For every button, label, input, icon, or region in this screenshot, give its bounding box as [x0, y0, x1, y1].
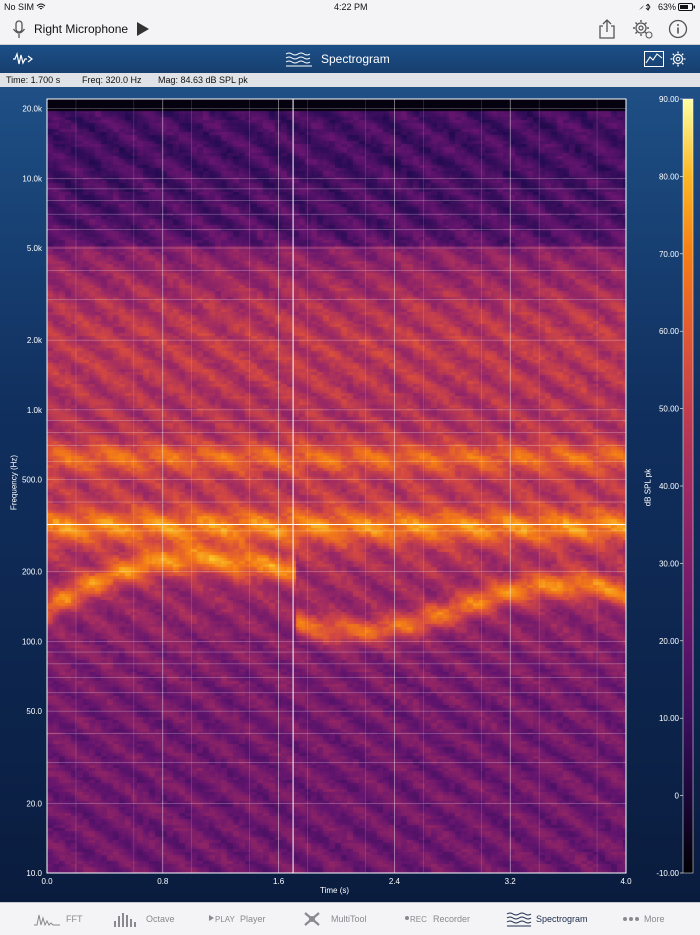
tab-recorder[interactable]: REC Recorder	[404, 903, 484, 935]
y-tick-label: 2.0k	[27, 336, 43, 345]
tab-octave[interactable]: Octave	[114, 903, 184, 935]
colorbar-tick-label: 50.00	[659, 405, 680, 414]
chart-options-icon[interactable]	[644, 51, 664, 67]
battery-percent: 63%	[658, 2, 677, 12]
svg-text:REC: REC	[410, 915, 427, 924]
y-tick-label: 20.0k	[22, 105, 43, 114]
x-tick-label: 3.2	[505, 877, 517, 886]
colorbar-title: dB SPL pk	[643, 468, 653, 507]
x-tick-label: 4.0	[620, 877, 632, 886]
y-tick-label: 500.0	[22, 476, 43, 485]
more-icon	[623, 917, 639, 921]
status-icons	[639, 3, 651, 11]
view-header: Spectrogram	[0, 45, 700, 73]
octave-icon	[114, 913, 136, 927]
tab-more[interactable]: More	[622, 903, 682, 935]
settings-gear-icon[interactable]	[632, 19, 654, 39]
cursor-readout: Time: 1.700 s Freq: 320.0 Hz Mag: 84.63 …	[0, 73, 700, 87]
spectrogram-panel: 20.0k 10.0k 5.0k 2.0k 1.0k 500.0 200.0 100.0 50.…	[0, 87, 700, 902]
y-axis-title: Frequency (Hz)	[9, 454, 19, 511]
clock: 4:22 PM	[334, 2, 368, 12]
x-tick-label: 2.4	[389, 877, 401, 886]
carrier-label: No SIM	[4, 2, 35, 12]
y-tick-label: 10.0	[26, 869, 42, 878]
tab-more-label: More	[644, 914, 665, 924]
signal-generator-icon[interactable]	[12, 52, 34, 66]
colorbar-tick-label: 90.00	[659, 95, 680, 104]
colorbar-tick-label: 10.00	[659, 714, 680, 723]
y-tick-label: 20.0	[26, 799, 42, 808]
x-tick-label: 0.0	[41, 877, 53, 886]
colorbar-tick-label: 20.00	[659, 637, 680, 646]
colorbar-tick-label: 80.00	[659, 172, 680, 181]
colorbar-tick-label: 0	[675, 792, 680, 801]
play-icon: PLAY	[209, 915, 236, 924]
colorbar	[682, 98, 694, 874]
status-bar: No SIM 4:22 PM 63%	[0, 0, 700, 14]
tab-spectrogram[interactable]: Spectrogram	[506, 903, 606, 935]
wifi-icon	[36, 3, 46, 10]
tab-multitool-label: MultiTool	[331, 914, 367, 924]
tab-player[interactable]: PLAY Player	[208, 903, 278, 935]
tab-player-label: Player	[240, 914, 266, 924]
y-tick-label: 5.0k	[27, 244, 43, 253]
colorbar-tick-label: 40.00	[659, 482, 680, 491]
plot-frame	[46, 98, 627, 874]
spectrogram-plot[interactable]: 20.0k 10.0k 5.0k 2.0k 1.0k 500.0 200.0 100.0 50.…	[0, 87, 700, 902]
y-tick-label: 1.0k	[27, 406, 43, 415]
microphone-icon[interactable]	[12, 20, 26, 40]
readout-magnitude: Mag: 84.63 dB SPL pk	[158, 75, 248, 85]
view-settings-gear-icon[interactable]	[670, 51, 686, 67]
tab-spectrogram-label: Spectrogram	[536, 914, 588, 924]
input-source-label[interactable]: Right Microphone	[34, 22, 129, 36]
tab-recorder-label: Recorder	[433, 914, 471, 924]
tab-bar: FFT Octave PLAY Player MultiTool REC Rec…	[0, 902, 700, 935]
tab-multitool[interactable]: MultiTool	[302, 903, 382, 935]
colorbar-tick-label: 60.00	[659, 327, 680, 336]
colorbar-tick-label: -10.00	[656, 869, 679, 878]
x-axis-title: Time (s)	[320, 886, 350, 895]
y-tick-label: 50.0	[26, 707, 42, 716]
tab-fft-label: FFT	[66, 914, 83, 924]
spectrogram-tab-icon	[506, 912, 532, 927]
y-tick-label: 100.0	[22, 637, 43, 646]
multitool-icon	[304, 912, 320, 926]
play-button[interactable]	[136, 21, 150, 37]
tab-fft[interactable]: FFT	[34, 903, 94, 935]
rec-icon: REC	[405, 915, 427, 924]
svg-text:PLAY: PLAY	[215, 915, 236, 924]
fft-icon	[34, 914, 60, 926]
view-title: Spectrogram	[321, 52, 390, 66]
readout-frequency: Freq: 320.0 Hz	[82, 75, 142, 85]
y-tick-label: 200.0	[22, 568, 43, 577]
colorbar-tick-label: 30.00	[659, 559, 680, 568]
spectrogram-icon	[285, 52, 312, 67]
tab-octave-label: Octave	[146, 914, 175, 924]
battery-icon	[678, 3, 695, 11]
readout-time: Time: 1.700 s	[6, 75, 61, 85]
info-icon[interactable]	[668, 19, 688, 39]
x-tick-label: 1.6	[273, 877, 285, 886]
input-toolbar: Right Microphone	[0, 14, 700, 45]
y-tick-label: 10.0k	[22, 174, 43, 183]
colorbar-tick-label: 70.00	[659, 250, 680, 259]
spectrogram-heatmap	[47, 99, 626, 873]
share-icon[interactable]	[598, 19, 616, 39]
x-tick-label: 0.8	[157, 877, 169, 886]
